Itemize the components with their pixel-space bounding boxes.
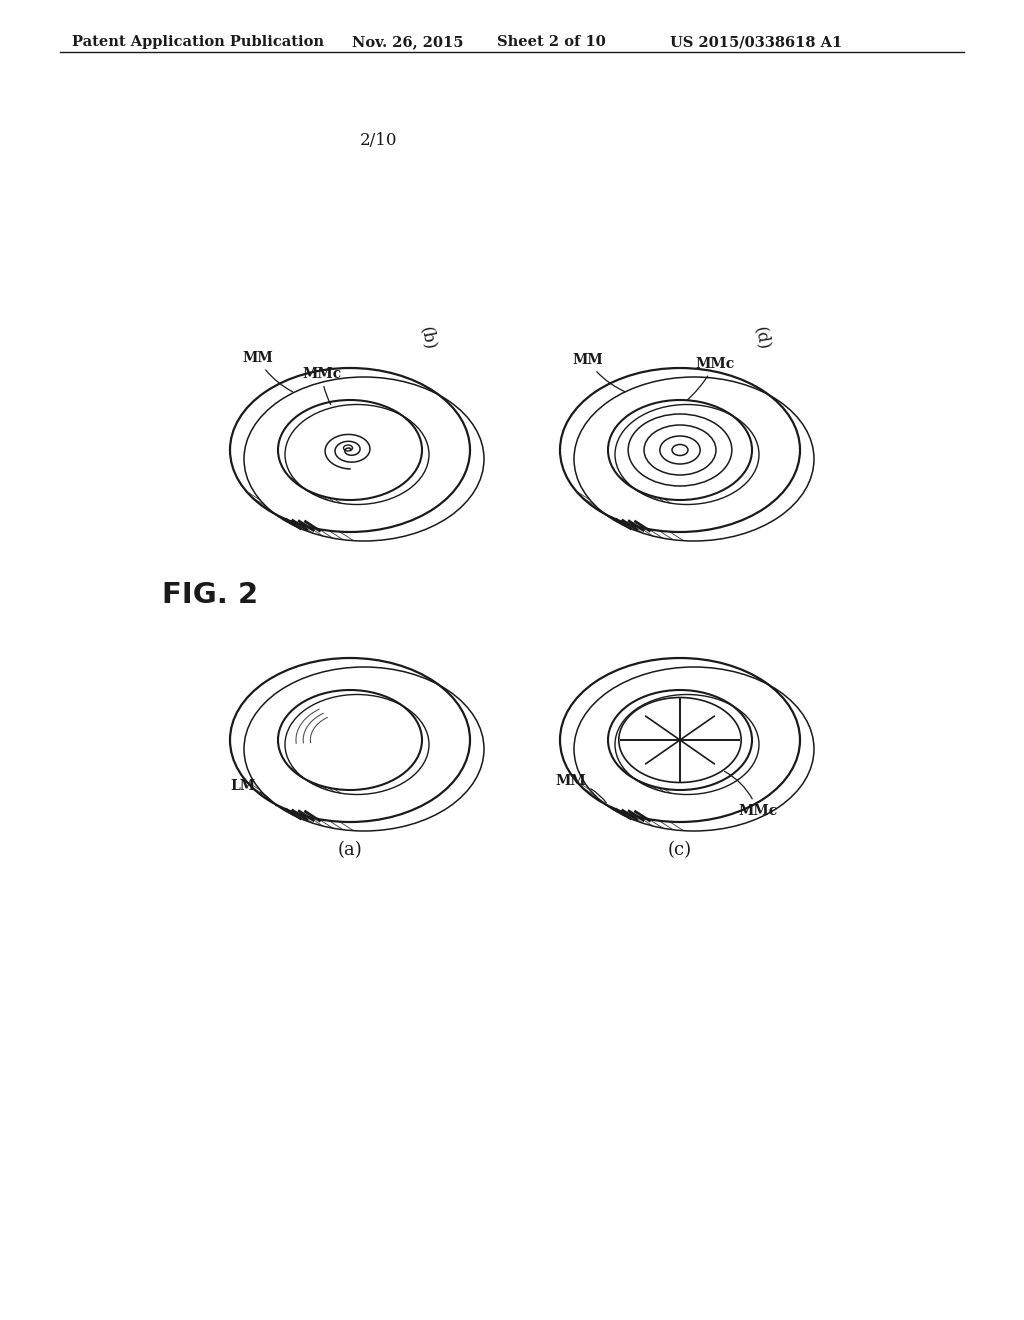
Text: MM: MM [242,351,293,392]
Text: Nov. 26, 2015: Nov. 26, 2015 [352,36,464,49]
Text: (c): (c) [668,841,692,859]
Text: MMc: MMc [687,356,734,400]
Text: MM: MM [572,352,626,392]
Text: US 2015/0338618 A1: US 2015/0338618 A1 [670,36,843,49]
Text: (b): (b) [418,325,438,351]
Text: MMc: MMc [302,367,341,404]
Text: Patent Application Publication: Patent Application Publication [72,36,324,49]
Text: FIG. 2: FIG. 2 [162,581,258,609]
Text: 2/10: 2/10 [360,132,397,149]
Text: MMc: MMc [724,771,777,818]
Text: (a): (a) [338,841,362,859]
Text: MM: MM [555,774,606,803]
Text: Sheet 2 of 10: Sheet 2 of 10 [497,36,606,49]
Text: LM: LM [230,779,276,805]
Text: (d): (d) [752,325,772,351]
